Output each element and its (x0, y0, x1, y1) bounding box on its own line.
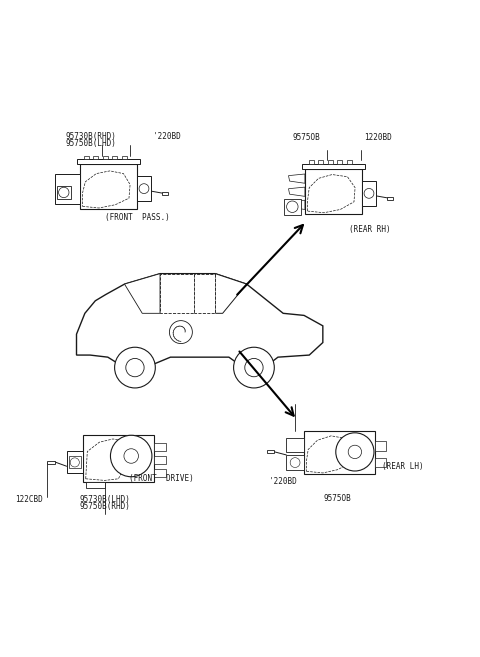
Bar (347, 160, 352, 164)
Text: 1220BD: 1220BD (364, 133, 392, 142)
Bar (302, 164, 365, 169)
Bar (86, 482, 105, 488)
Circle shape (290, 458, 300, 468)
Bar (137, 176, 151, 201)
Text: '220BD: '220BD (269, 477, 297, 486)
Text: 95730B(RHD): 95730B(RHD) (65, 132, 116, 141)
Bar (387, 197, 393, 200)
Text: 9575OB: 9575OB (324, 493, 351, 503)
Bar (84, 156, 89, 159)
Bar (80, 164, 137, 209)
Bar (287, 455, 304, 470)
Circle shape (287, 201, 298, 212)
Circle shape (110, 436, 152, 477)
Polygon shape (160, 274, 194, 313)
Bar (112, 156, 117, 159)
Circle shape (115, 348, 156, 388)
Bar (267, 450, 275, 453)
Circle shape (126, 359, 144, 376)
Circle shape (364, 189, 374, 198)
Bar (284, 198, 300, 215)
Bar (154, 456, 166, 464)
Bar (154, 469, 166, 477)
Circle shape (348, 445, 361, 459)
Bar (337, 160, 342, 164)
Bar (309, 160, 313, 164)
Polygon shape (308, 175, 355, 213)
Text: (FRONT  PASS.): (FRONT PASS.) (105, 213, 169, 222)
Text: 95730B(LHD): 95730B(LHD) (79, 495, 130, 504)
Polygon shape (76, 274, 323, 368)
Bar (362, 181, 376, 206)
Text: (REAR LH): (REAR LH) (383, 462, 424, 471)
Bar (103, 156, 108, 159)
Bar (328, 160, 333, 164)
Circle shape (124, 449, 138, 463)
Bar (67, 451, 83, 473)
Polygon shape (288, 174, 305, 183)
Polygon shape (194, 274, 216, 313)
Polygon shape (216, 274, 247, 313)
Bar (47, 461, 55, 464)
Bar (305, 169, 362, 214)
Circle shape (169, 321, 192, 344)
Polygon shape (83, 171, 130, 208)
Circle shape (70, 458, 79, 467)
Text: (FRONT  DRIVE): (FRONT DRIVE) (129, 474, 193, 483)
Bar (318, 160, 323, 164)
Bar (287, 438, 304, 452)
Polygon shape (124, 274, 160, 313)
Polygon shape (86, 439, 137, 480)
Bar (77, 159, 140, 164)
Bar (122, 156, 127, 159)
Circle shape (139, 184, 149, 194)
Text: 95750B(LHD): 95750B(LHD) (65, 139, 116, 148)
Bar (83, 435, 154, 482)
Text: 9575OB: 9575OB (292, 133, 320, 142)
Text: (REAR RH): (REAR RH) (349, 225, 391, 234)
Bar (57, 186, 71, 199)
Bar (375, 442, 385, 451)
Bar (93, 156, 98, 159)
Circle shape (59, 187, 69, 198)
Bar (375, 458, 385, 468)
Bar (162, 192, 168, 195)
Text: '220BD: '220BD (153, 132, 180, 141)
Circle shape (245, 359, 263, 376)
Text: 95750B(RHD): 95750B(RHD) (79, 502, 130, 511)
Polygon shape (307, 436, 354, 473)
Bar (154, 443, 166, 451)
Bar (304, 432, 375, 474)
Bar (69, 457, 81, 468)
Circle shape (234, 348, 274, 388)
Polygon shape (288, 187, 305, 196)
Circle shape (336, 433, 374, 471)
Text: 122CBD: 122CBD (15, 495, 43, 504)
Bar (55, 173, 80, 204)
Polygon shape (288, 200, 305, 210)
